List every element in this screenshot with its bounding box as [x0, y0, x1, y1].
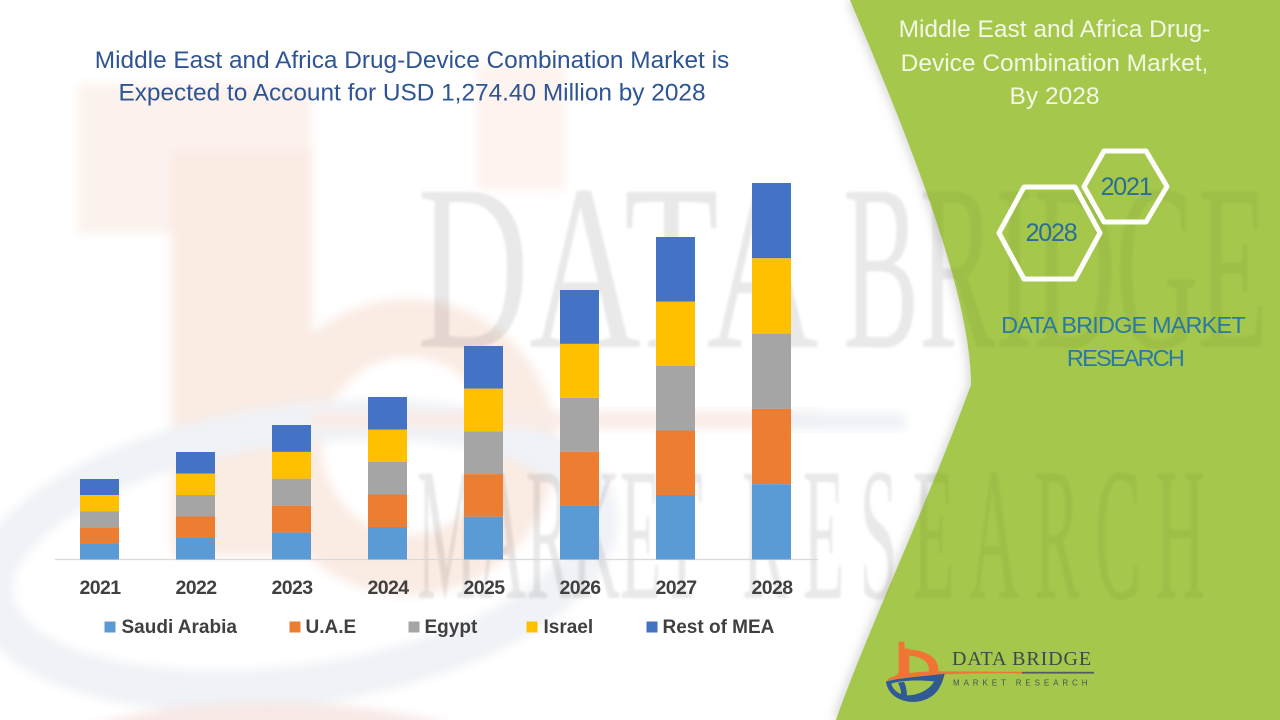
svg-text:Saudi Arabia: Saudi Arabia [122, 617, 238, 638]
svg-text:DATA BRIDGE: DATA BRIDGE [952, 648, 1092, 670]
svg-text:RESEARCH: RESEARCH [1067, 345, 1184, 371]
svg-text:2028: 2028 [752, 577, 794, 599]
svg-text:Middle East and Africa Drug-: Middle East and Africa Drug- [899, 16, 1211, 43]
svg-text:2028: 2028 [1026, 219, 1077, 247]
svg-text:2023: 2023 [272, 577, 314, 599]
svg-text:Expected to Account for USD 1,: Expected to Account for USD 1,274.40 Mil… [118, 80, 705, 107]
svg-text:2024: 2024 [368, 577, 410, 599]
svg-text:Rest of MEA: Rest of MEA [663, 617, 775, 638]
svg-text:2021: 2021 [80, 577, 122, 599]
svg-text:U.A.E: U.A.E [306, 617, 357, 638]
svg-text:2025: 2025 [464, 577, 506, 599]
svg-text:2026: 2026 [560, 577, 602, 599]
svg-text:2021: 2021 [1101, 173, 1152, 201]
svg-text:2027: 2027 [656, 577, 697, 599]
svg-text:Israel: Israel [544, 617, 594, 638]
svg-text:Middle East and Africa Drug-De: Middle East and Africa Drug-Device Combi… [95, 47, 729, 74]
svg-text:2022: 2022 [176, 577, 218, 599]
svg-text:DATA BRIDGE MARKET: DATA BRIDGE MARKET [1001, 312, 1245, 338]
svg-text:MARKET RESEARCH: MARKET RESEARCH [953, 679, 1091, 688]
svg-text:Device Combination Market,: Device Combination Market, [901, 50, 1209, 77]
svg-text:Egypt: Egypt [425, 617, 478, 638]
svg-text:By 2028: By 2028 [1010, 83, 1100, 110]
